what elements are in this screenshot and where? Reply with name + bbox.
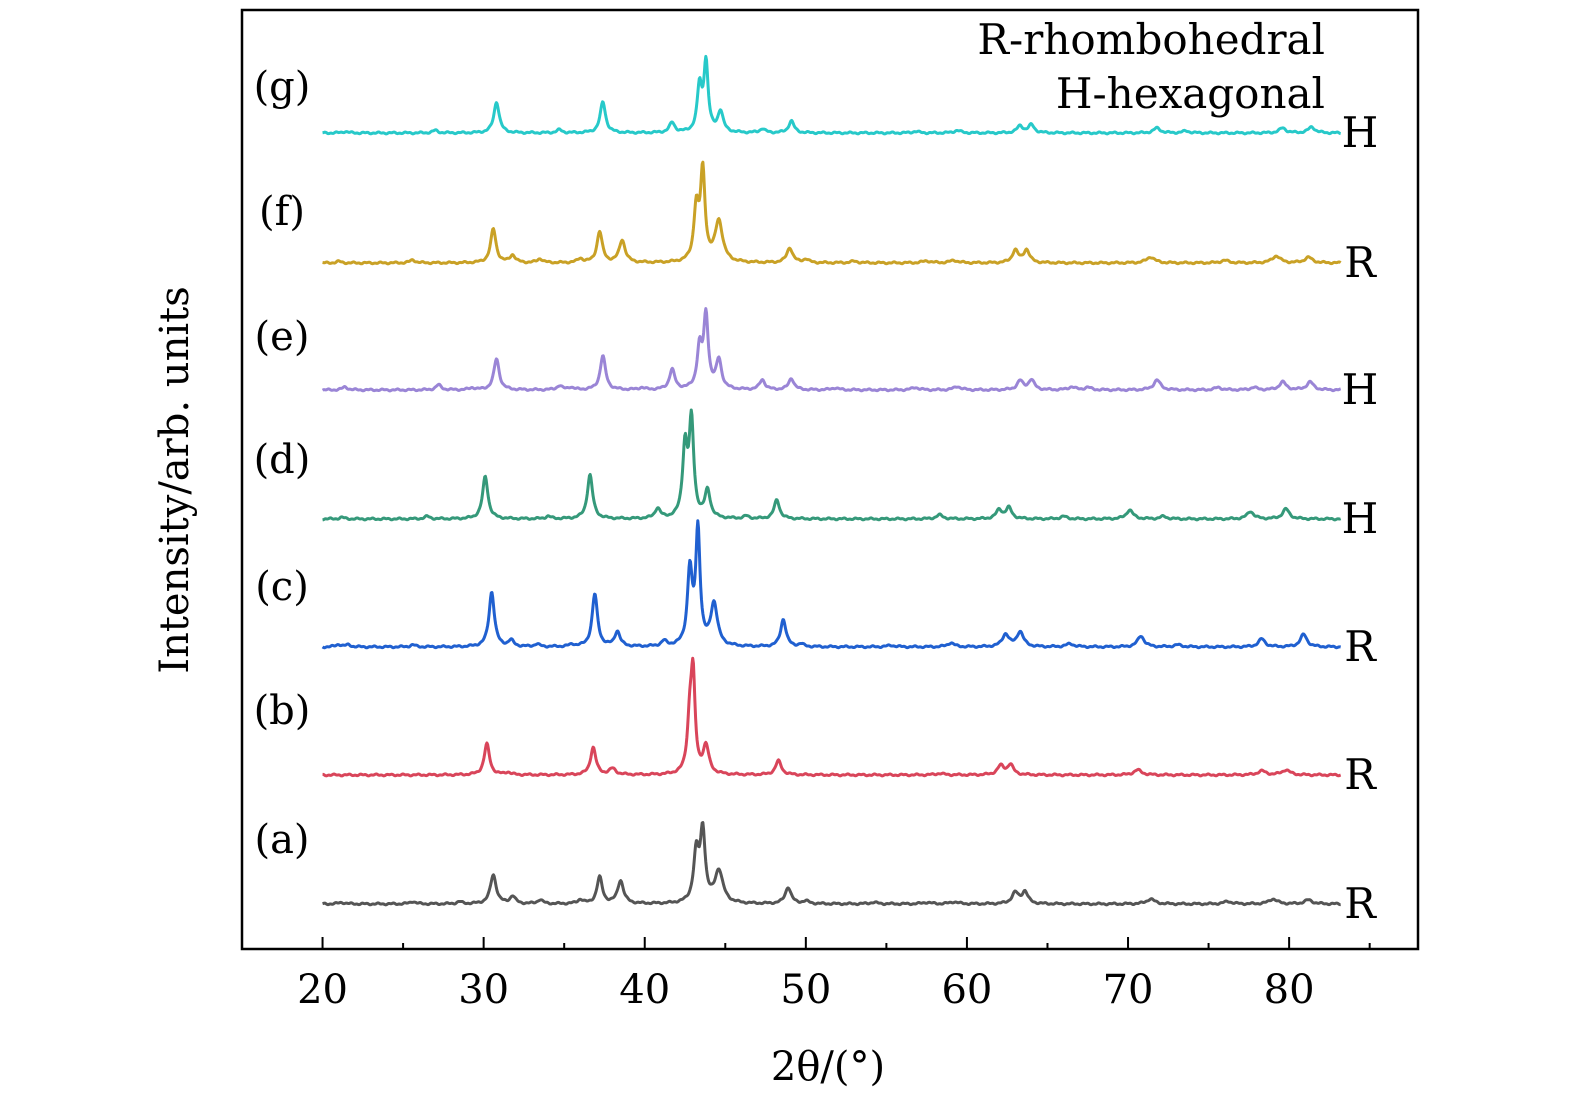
series-group: (b) R bbox=[254, 656, 1377, 799]
series-phase-label: H bbox=[1342, 494, 1379, 543]
x-axis-title: 2θ/(°) bbox=[771, 1044, 885, 1090]
series-phase-label: H bbox=[1342, 365, 1379, 414]
legend-line-hexagonal: H-hexagonal bbox=[1056, 69, 1325, 118]
series-phase-label: H bbox=[1342, 108, 1379, 157]
x-tick-label: 20 bbox=[297, 967, 348, 1013]
series-line bbox=[321, 160, 1342, 266]
series-group: (a) R bbox=[254, 817, 1377, 928]
series-group: (g) H bbox=[254, 54, 1379, 157]
legend-line-rhombohedral: R-rhombohedral bbox=[977, 15, 1325, 64]
y-axis-title: Intensity/arb. units bbox=[152, 286, 198, 673]
series-panel-label: (a) bbox=[254, 817, 309, 863]
series-panel-label: (g) bbox=[254, 64, 311, 110]
legend: R-rhombohedral H-hexagonal bbox=[977, 15, 1325, 118]
series-panel-label: (c) bbox=[255, 564, 309, 610]
series-panel-label: (b) bbox=[254, 688, 311, 734]
series-line bbox=[321, 307, 1342, 393]
series-line bbox=[321, 656, 1342, 778]
series-phase-label: R bbox=[1344, 879, 1377, 928]
series-panel-label: (e) bbox=[255, 314, 310, 360]
series-line bbox=[321, 408, 1342, 522]
series-panel-label: (d) bbox=[254, 437, 311, 483]
series-phase-label: R bbox=[1344, 622, 1377, 671]
x-tick-label: 50 bbox=[780, 967, 831, 1013]
plot-frame bbox=[240, 8, 1420, 951]
x-tick-label: 40 bbox=[619, 967, 670, 1013]
series-phase-label: R bbox=[1344, 750, 1377, 799]
series-group: (f) R bbox=[259, 160, 1377, 287]
x-tick-label: 80 bbox=[1264, 967, 1315, 1013]
x-tick-label: 60 bbox=[941, 967, 992, 1013]
x-tick-label: 30 bbox=[458, 967, 509, 1013]
series-group: (e) H bbox=[255, 307, 1379, 414]
series-layer: (a) R (b) R (c) R (d) H (e) H (f) R (g) H bbox=[254, 54, 1379, 928]
x-tick-label: 70 bbox=[1103, 967, 1154, 1013]
series-line bbox=[321, 54, 1342, 136]
series-panel-label: (f) bbox=[259, 189, 305, 235]
series-group: (c) R bbox=[255, 519, 1377, 671]
series-phase-label: R bbox=[1344, 238, 1377, 287]
series-line bbox=[321, 821, 1342, 907]
x-axis-ticks: 20 30 40 50 60 70 80 bbox=[297, 937, 1371, 1013]
series-line bbox=[321, 519, 1342, 650]
series-group: (d) H bbox=[254, 408, 1379, 543]
